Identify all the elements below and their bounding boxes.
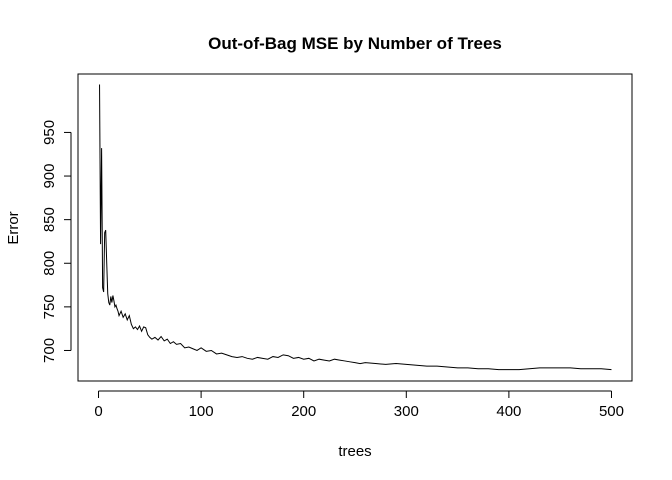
- x-axis: 0 100 200 300 400 500: [94, 390, 624, 420]
- x-tick-label: 200: [291, 403, 316, 420]
- y-tick-label: 900: [41, 164, 58, 189]
- x-axis-label: trees: [338, 443, 371, 460]
- y-axis: 700 750 800 850 900 950: [41, 120, 72, 363]
- x-tick-label: 0: [94, 403, 102, 420]
- y-tick-label: 950: [41, 120, 58, 145]
- x-tick-label: 400: [496, 403, 521, 420]
- error-series-line: [99, 84, 612, 371]
- x-tick-label: 300: [394, 403, 419, 420]
- y-tick-label: 850: [41, 207, 58, 232]
- y-axis-label: Error: [5, 211, 22, 244]
- x-tick-label: 500: [599, 403, 624, 420]
- y-tick-label: 700: [41, 338, 58, 363]
- plot-frame: [77, 73, 633, 382]
- y-tick-label: 800: [41, 251, 58, 276]
- y-tick-label: 750: [41, 294, 58, 319]
- x-tick-label: 100: [189, 403, 214, 420]
- chart-title: Out-of-Bag MSE by Number of Trees: [208, 34, 502, 53]
